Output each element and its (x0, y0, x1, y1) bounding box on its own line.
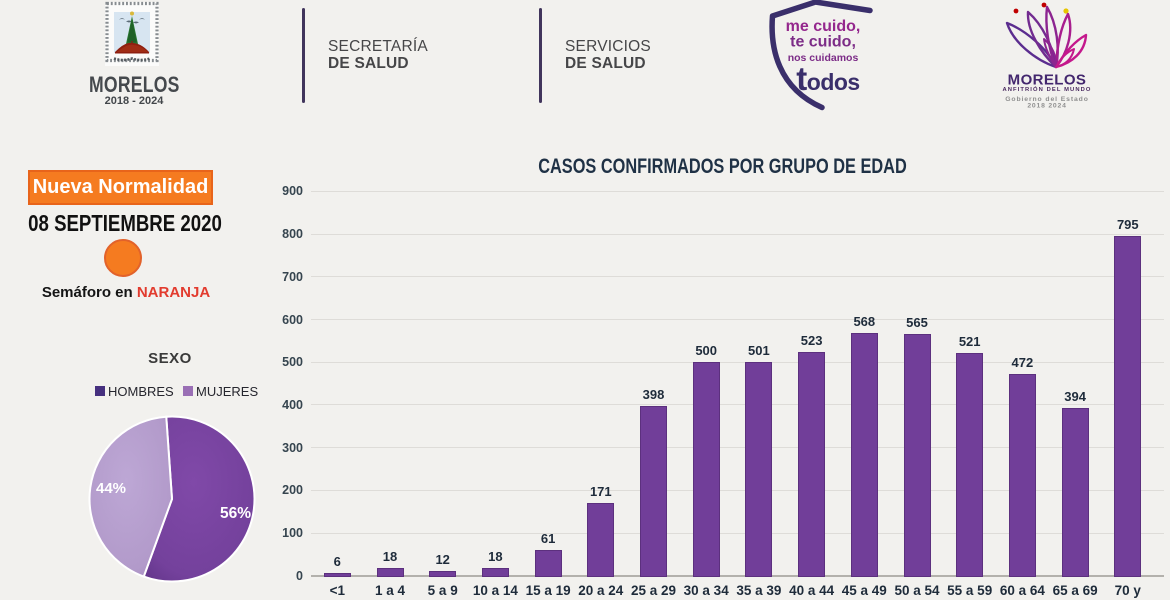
svg-text:Gobierno del Estado: Gobierno del Estado (1005, 96, 1089, 103)
svg-text:MORELOS: MORELOS (1008, 72, 1087, 89)
svg-text:te cuido,: te cuido, (790, 34, 856, 51)
svg-text:ANFITRIÓN DEL MUNDO: ANFITRIÓN DEL MUNDO (1002, 85, 1091, 93)
svg-text:me cuido,: me cuido, (786, 18, 861, 35)
svg-text:2018 2024: 2018 2024 (1027, 103, 1066, 110)
svg-text:44%: 44% (96, 480, 126, 497)
svg-text:todos: todos (796, 60, 859, 97)
svg-text:56%: 56% (220, 505, 251, 522)
svg-text:nos cuidamos: nos cuidamos (788, 52, 859, 64)
